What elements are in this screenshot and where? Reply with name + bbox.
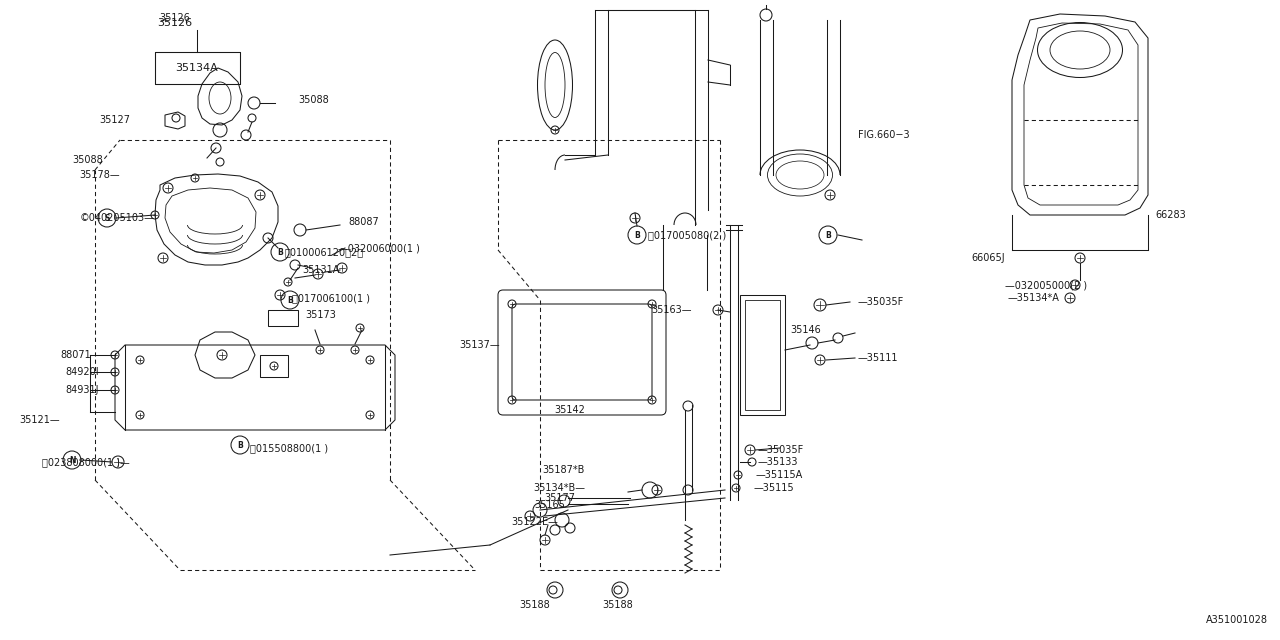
Bar (745, 300, 780, 410)
Circle shape (99, 209, 116, 227)
Text: 35163—: 35163— (652, 305, 692, 315)
Text: B: B (826, 230, 831, 239)
Text: 35188: 35188 (603, 600, 634, 610)
Text: 88071: 88071 (60, 350, 91, 360)
Text: 35131A: 35131A (302, 265, 339, 275)
Bar (155, 52, 241, 84)
Text: N: N (69, 456, 76, 465)
Text: 35146: 35146 (790, 325, 820, 335)
Text: B: B (287, 296, 293, 305)
Text: —032005000(2 ): —032005000(2 ) (1005, 280, 1087, 290)
Text: ⓝ023808000(1 )—: ⓝ023808000(1 )— (42, 457, 129, 467)
Text: B: B (278, 248, 283, 257)
Text: 66065J: 66065J (972, 253, 1005, 263)
Text: —35111: —35111 (858, 353, 899, 363)
Text: 66283: 66283 (1155, 210, 1185, 220)
Bar (740, 295, 785, 415)
Text: 84920I: 84920I (65, 367, 99, 377)
Text: B: B (634, 230, 640, 239)
Text: Ⓑ017005080(2 ): Ⓑ017005080(2 ) (648, 230, 726, 240)
Text: B: B (237, 440, 243, 449)
Text: 35134*B—: 35134*B— (532, 483, 585, 493)
Text: Ⓑ017006100(1 ): Ⓑ017006100(1 ) (292, 293, 370, 303)
Text: 35177—: 35177— (544, 493, 585, 503)
Text: 84931J: 84931J (65, 385, 99, 395)
Text: S: S (104, 214, 110, 223)
Circle shape (63, 451, 81, 469)
Circle shape (230, 436, 250, 454)
Circle shape (282, 291, 300, 309)
Text: Ⓑ010006120（2）: Ⓑ010006120（2） (285, 247, 364, 257)
Text: 35122E—: 35122E— (511, 517, 558, 527)
Text: —35115: —35115 (754, 483, 795, 493)
Text: 35137—: 35137— (460, 340, 500, 350)
Text: 35127: 35127 (99, 115, 131, 125)
Text: 35142: 35142 (554, 405, 585, 415)
Text: 35126: 35126 (157, 18, 192, 28)
Text: 35134A: 35134A (175, 63, 219, 73)
Text: 35178—: 35178— (79, 170, 120, 180)
Text: Ⓑ015508800(1 ): Ⓑ015508800(1 ) (250, 443, 328, 453)
Bar (268, 310, 298, 326)
Bar (155, 52, 241, 84)
Text: ©040205103—: ©040205103— (79, 213, 155, 223)
Text: —032006000(1 ): —032006000(1 ) (338, 243, 420, 253)
Text: —35035F: —35035F (858, 297, 904, 307)
Text: —35115A: —35115A (756, 470, 804, 480)
Text: —35133: —35133 (758, 457, 799, 467)
Text: 35173: 35173 (305, 310, 335, 320)
Circle shape (628, 226, 646, 244)
Text: 88087: 88087 (348, 217, 379, 227)
Text: A351001028: A351001028 (1206, 615, 1268, 625)
Text: 35126: 35126 (160, 13, 191, 23)
Text: 35165: 35165 (534, 500, 564, 510)
Circle shape (819, 226, 837, 244)
Text: 35121—: 35121— (19, 415, 60, 425)
Text: —35035F: —35035F (758, 445, 804, 455)
Bar (260, 355, 288, 377)
Text: —35134*A: —35134*A (1009, 293, 1060, 303)
Text: 35188: 35188 (520, 600, 550, 610)
Text: FIG.660−3: FIG.660−3 (858, 130, 910, 140)
Text: 35088: 35088 (72, 155, 102, 165)
Circle shape (271, 243, 289, 261)
Text: 35187*B: 35187*B (543, 465, 585, 475)
Text: 35088: 35088 (298, 95, 329, 105)
